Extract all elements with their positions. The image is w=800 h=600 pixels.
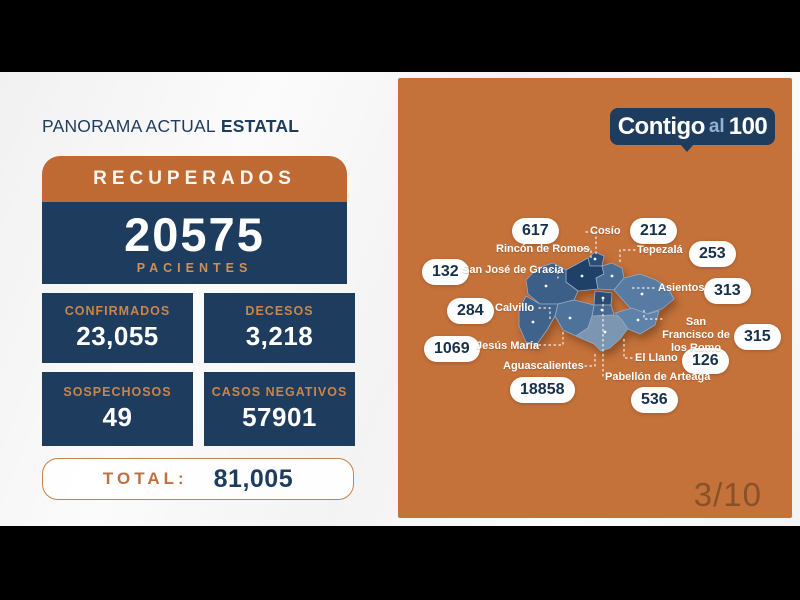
map-region-san-francisco-de-los-romo — [591, 304, 615, 317]
map-region-el-llano — [614, 307, 660, 335]
letterbox-top — [0, 0, 800, 72]
label-tepezala: Tepezalá — [637, 244, 683, 256]
page-title-regular: PANORAMA ACTUAL — [42, 116, 216, 136]
stat-box-decesos: DECESOS 3,218 — [204, 293, 355, 363]
stat-value: 23,055 — [76, 321, 159, 351]
logo-word-contigo: Contigo — [617, 112, 706, 140]
value-pill-jesus-maria: 1069 — [424, 336, 480, 362]
contigo-al-100-logo: Contigo al 100 — [610, 108, 775, 152]
recovered-card: RECUPERADOS 20575 PACIENTES — [42, 156, 347, 284]
stat-label: DECESOS — [245, 304, 314, 318]
label-calvillo: Calvillo — [495, 302, 535, 314]
page-title: PANORAMA ACTUAL ESTATAL — [42, 116, 299, 137]
map-region-aguascalientes — [575, 314, 630, 352]
value-pill-pabellon: 536 — [631, 387, 678, 413]
value-pill-rincon-de-romos: 617 — [512, 218, 559, 244]
label-san-francisco: San Francisco de los Romo — [662, 316, 730, 354]
recovered-body: 20575 PACIENTES — [42, 202, 347, 284]
page-title-bold: ESTATAL — [220, 116, 300, 136]
label-jesus-maria: Jesús María — [476, 340, 539, 352]
stat-box-sospechosos: SOSPECHOSOS 49 — [42, 372, 193, 446]
value-pill-aguascalientes: 18858 — [510, 377, 575, 403]
stat-box-casos-negativos: CASOS NEGATIVOS 57901 — [204, 372, 355, 446]
label-rincon-de-romos: Rincón de Romos — [496, 243, 590, 255]
recovered-value: 20575 — [124, 208, 265, 261]
label-san-jose-de-gracia: San José de Gracia — [462, 264, 564, 276]
stat-value: 57901 — [242, 402, 317, 432]
stats-grid: CONFIRMADOS 23,055 DECESOS 3,218 SOSPECH… — [42, 293, 358, 446]
total-label: TOTAL: — [102, 469, 188, 488]
map-region-jesus-maria — [554, 299, 595, 337]
recovered-header: RECUPERADOS — [42, 156, 347, 202]
label-el-llano: El Llano — [635, 352, 678, 364]
slide-background: PANORAMA ACTUAL ESTATAL RECUPERADOS 2057… — [0, 72, 800, 526]
recovered-unit: PACIENTES — [136, 261, 253, 275]
value-pill-el-llano: 126 — [682, 348, 729, 374]
value-pill-cosio: 212 — [630, 218, 677, 244]
logo-word-al: al — [708, 115, 725, 137]
logo-word-100: 100 — [728, 112, 768, 140]
label-cosio: Cosío — [590, 225, 621, 237]
map-panel: Contigo al 100 — [398, 78, 792, 518]
map-region-tepezala — [595, 262, 625, 291]
value-pill-san-jose-de-gracia: 132 — [422, 259, 469, 285]
label-asientos: Asientos — [658, 282, 705, 294]
map-region-pabellon-de-arteaga — [593, 290, 613, 306]
stat-label: SOSPECHOSOS — [63, 385, 172, 399]
label-pabellon: Pabellón de Arteaga — [605, 371, 711, 383]
map-region-rincon-de-romos — [565, 257, 605, 292]
letterbox-bottom — [0, 526, 800, 600]
label-aguascalientes: Aguascalientes — [503, 360, 584, 372]
value-pill-san-francisco: 315 — [734, 324, 781, 350]
stat-value: 3,218 — [245, 321, 314, 351]
map-region-cosio — [587, 251, 605, 267]
value-pill-asientos: 313 — [704, 278, 751, 304]
stat-label: CONFIRMADOS — [64, 304, 171, 318]
page-indicator: 3/10 — [693, 476, 762, 513]
stat-box-confirmados: CONFIRMADOS 23,055 — [42, 293, 193, 363]
total-value: 81,005 — [213, 464, 294, 493]
stat-value: 49 — [102, 402, 133, 432]
stat-label: CASOS NEGATIVOS — [211, 385, 348, 399]
value-pill-tepezala: 253 — [689, 241, 736, 267]
value-pill-calvillo: 284 — [447, 298, 494, 324]
total-box: TOTAL: 81,005 — [42, 458, 354, 500]
